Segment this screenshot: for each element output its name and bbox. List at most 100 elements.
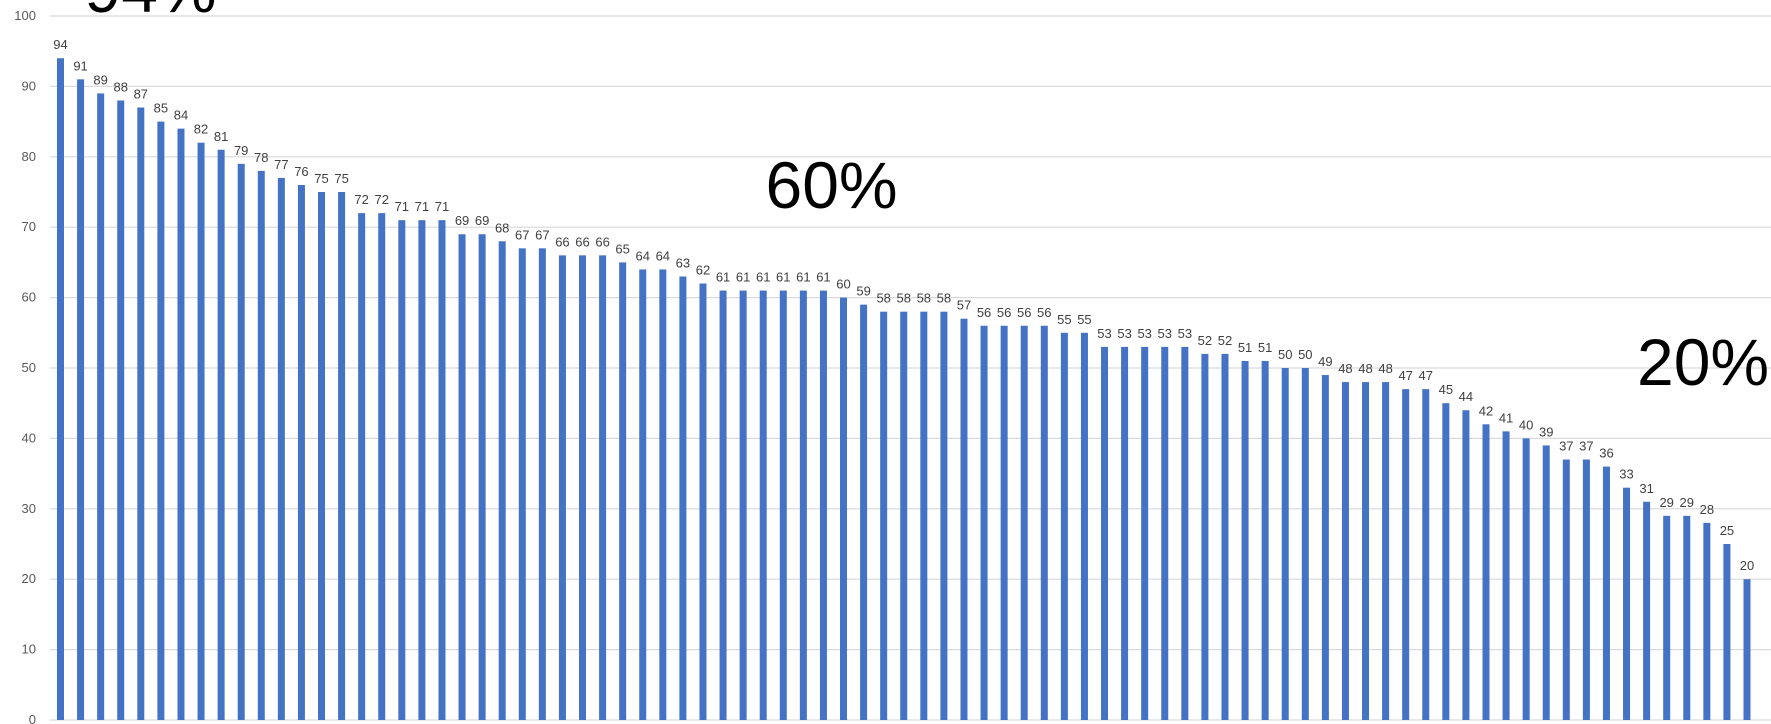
y-tick-label: 10 (22, 642, 36, 657)
bar (1643, 501, 1651, 720)
bar (1040, 325, 1048, 720)
bar (1101, 346, 1109, 720)
bar (659, 269, 667, 720)
data-label: 71 (435, 199, 449, 214)
bar (1000, 325, 1008, 720)
bar (1341, 382, 1349, 720)
bar (378, 213, 386, 720)
data-label: 72 (354, 192, 368, 207)
data-label: 66 (555, 234, 569, 249)
y-tick-label: 60 (22, 290, 36, 305)
gridlines (50, 15, 1771, 721)
data-label: 40 (1519, 417, 1533, 432)
y-tick-label: 70 (22, 219, 36, 234)
bar (277, 177, 285, 721)
data-label: 78 (254, 150, 268, 165)
bar (1060, 332, 1068, 720)
data-label: 42 (1479, 403, 1493, 418)
data-label: 89 (93, 72, 107, 87)
data-label: 58 (937, 291, 951, 306)
data-label: 55 (1077, 312, 1091, 327)
data-label: 84 (174, 108, 188, 123)
bar (77, 79, 85, 721)
data-label: 44 (1459, 389, 1473, 404)
bar (1723, 544, 1731, 720)
data-label: 88 (113, 79, 127, 94)
bar (759, 290, 767, 720)
bar (398, 220, 406, 720)
bar (1141, 346, 1149, 720)
data-label: 57 (957, 298, 971, 313)
bar (980, 325, 988, 720)
bar (679, 276, 687, 720)
data-label: 61 (736, 270, 750, 285)
percentage-annotation: 20% (1637, 325, 1769, 399)
data-label: 63 (676, 255, 690, 270)
data-label: 71 (415, 199, 429, 214)
data-label: 68 (495, 220, 509, 235)
bar (1281, 368, 1289, 720)
data-label: 58 (897, 291, 911, 306)
data-label: 25 (1720, 523, 1734, 538)
bar (117, 100, 125, 721)
bar (1562, 459, 1570, 720)
data-label: 48 (1338, 361, 1352, 376)
bar (619, 262, 627, 720)
data-label: 56 (1017, 305, 1031, 320)
bar (920, 311, 928, 720)
bar (1321, 375, 1329, 720)
data-label: 61 (756, 270, 770, 285)
bar (900, 311, 908, 720)
bar (177, 128, 185, 720)
data-label: 29 (1680, 495, 1694, 510)
data-label: 53 (1097, 326, 1111, 341)
percentage-annotation: 94% (85, 0, 217, 26)
data-label: 61 (796, 270, 810, 285)
bar (197, 142, 205, 721)
bar (960, 318, 968, 720)
data-label: 82 (194, 122, 208, 137)
bar (338, 192, 346, 720)
data-label: 28 (1700, 502, 1714, 517)
bar (418, 220, 426, 720)
data-label: 51 (1258, 340, 1272, 355)
data-label: 56 (1037, 305, 1051, 320)
y-axis: 0 10 20 30 40 50 60 70 80 90 100 (14, 8, 36, 724)
bar (779, 290, 787, 720)
data-label: 52 (1218, 333, 1232, 348)
data-label: 50 (1278, 347, 1292, 362)
bar (1442, 403, 1450, 720)
bar (799, 290, 807, 720)
y-tick-label: 40 (22, 430, 36, 445)
data-label: 69 (475, 213, 489, 228)
bar (478, 234, 486, 721)
data-label: 56 (977, 305, 991, 320)
data-label: 72 (375, 192, 389, 207)
bar (1602, 466, 1610, 720)
bar (498, 241, 506, 720)
data-label: 61 (776, 270, 790, 285)
bar (297, 184, 305, 720)
bar (538, 248, 546, 720)
bar (1743, 579, 1751, 720)
bar (699, 283, 707, 720)
data-label: 79 (234, 143, 248, 158)
y-tick-label: 0 (29, 712, 36, 724)
bar (1241, 360, 1249, 720)
bar (579, 255, 587, 721)
bar (1161, 346, 1169, 720)
bar (1261, 360, 1269, 720)
y-tick-label: 90 (22, 78, 36, 93)
bar (1502, 431, 1510, 720)
bar (1542, 445, 1550, 720)
bar (518, 248, 526, 720)
data-label: 87 (134, 87, 148, 102)
data-label: 48 (1358, 361, 1372, 376)
data-label: 56 (997, 305, 1011, 320)
bar (358, 213, 366, 720)
data-label: 53 (1137, 326, 1151, 341)
data-label: 62 (696, 263, 710, 278)
data-label: 52 (1198, 333, 1212, 348)
data-label: 37 (1579, 439, 1593, 454)
bar (217, 149, 225, 720)
